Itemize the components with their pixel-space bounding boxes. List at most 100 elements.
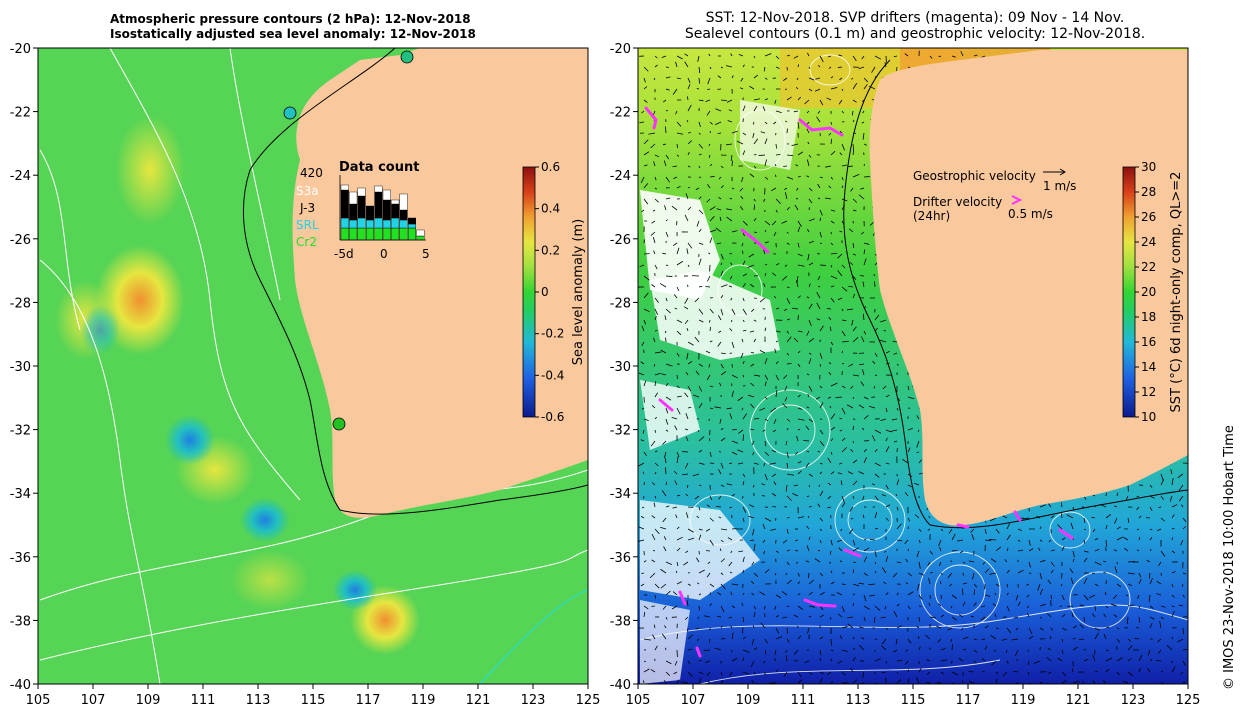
x-tick-label: 113 [846,693,871,708]
y-tick-label: -34 [10,487,31,502]
inset-bar-segment [382,189,391,201]
colorbar-tick-label: 18 [1141,310,1156,324]
tide-gauge-marker [400,50,414,64]
left-axis-ticks: 105 107 109 111 113 115 117 119 121 123 125 -20 -22 -… [10,42,601,708]
sla-low-anomaly [240,498,290,542]
cloud-mask [650,270,780,360]
y-tick-label: -26 [10,233,31,248]
legend-cr2: Cr2 [296,235,317,249]
y-tick-label: -40 [610,678,631,693]
x-tick-label: 111 [191,693,216,708]
colorbar-tick-label: 20 [1141,285,1156,299]
shelf-contour [243,48,588,515]
x-tick-label: 123 [1121,693,1146,708]
inset-bar-segment [382,199,391,221]
shelf-contour [843,59,1188,529]
imos-credit: © IMOS 23-Nov-2018 10:00 Hobart Time [1222,425,1237,690]
inset-bar-segment [391,217,400,229]
inset-bar-segment [349,219,358,229]
inset-max-count: 420 [300,166,323,180]
x-tick-label: 119 [1011,693,1036,708]
sla-low-anomaly [333,570,377,610]
colorbar-tick-label: 24 [1141,235,1156,249]
right-colorbar-label: SST (°C) 6d night-only comp, QL>=2 [1169,172,1184,413]
colorbar-tick-label: -0.2 [541,327,564,341]
y-tick-label: -22 [610,106,631,121]
colorbar-tick-label: 0.6 [541,160,560,174]
inset-bar-segment [374,185,383,193]
colorbar-tick-label: 22 [1141,260,1156,274]
x-tick-label: 125 [576,693,601,708]
inset-bar-segment [416,229,425,237]
inset-bar-segment [349,227,358,241]
x-tick-label: 105 [626,693,651,708]
right-panel-title: SST: 12-Nov-2018. SVP drifters (magenta)… [680,10,1150,42]
y-tick-label: -20 [610,42,631,57]
inset-bar-segment [374,227,383,241]
right-colorbar: 30 28 26 24 22 20 18 16 14 12 10 SST (°C) 6d night… [1122,160,1184,424]
inset-bar-segment [349,203,358,221]
y-tick-label: -38 [610,614,631,629]
inset-bar-segment [340,189,349,219]
x-tick-label: 121 [466,693,491,708]
right-axis-ticks: 105 107 109 111 113 115 117 119 121 123 125 -20 -22 -… [610,42,1201,708]
colorbar-tick-label: 26 [1141,210,1156,224]
inset-bar-segment [391,203,400,219]
legend-srl: SRL [296,218,319,232]
y-tick-label: -38 [10,614,31,629]
inset-bar-segment [399,193,408,211]
left-colorbar: 0.6 0.4 0.2 0 -0.2 -0.4 -0.6 Sea level anomaly… [522,160,586,424]
y-tick-label: -24 [610,169,631,184]
inset-bar-segment [399,227,408,241]
legend-geostrophic-scale: 1 m/s [1043,179,1076,193]
legend-s3a: S3a [296,184,319,198]
left-map [38,48,588,684]
y-tick-label: -30 [10,360,31,375]
drifter-arrow-icon [1011,195,1023,205]
x-tick-label: 121 [1066,693,1091,708]
inset-bar-segment [340,227,349,241]
inset-bar-segment [399,219,408,229]
inset-bar-segment [357,195,366,219]
legend-drifter-label2: (24hr) [913,209,950,223]
legend-drifter-scale: 0.5 m/s [1008,207,1053,221]
colorbar-tick-label: 10 [1141,410,1156,424]
y-tick-label: -28 [610,296,631,311]
x-tick-label: 107 [681,693,706,708]
y-tick-label: -40 [10,678,31,693]
inset-bar-segment [399,209,408,221]
colorbar-tick-label: 28 [1141,185,1156,199]
y-tick-label: -32 [10,424,31,439]
inset-bar-segment [357,187,366,197]
left-title-line2: Isostatically adjusted sea level anomaly… [110,27,476,41]
inset-bar-segment [340,184,349,191]
tide-gauge-marker [283,106,297,120]
right-map [638,48,1188,684]
inset-bar-segment [382,219,391,229]
y-tick-label: -30 [610,360,631,375]
right-title-line1: SST: 12-Nov-2018. SVP drifters (magenta)… [705,10,1125,26]
x-tick-label: 125 [1176,693,1201,708]
inset-bar-segment [391,199,400,205]
right-title-line2: Sealevel contours (0.1 m) and geostrophi… [684,26,1146,42]
y-tick-label: -36 [610,551,631,566]
y-tick-label: -20 [10,42,31,57]
legend-j3: J-3 [299,201,315,215]
colorbar-tick-label: 0.2 [541,243,560,257]
colorbar-tick-label: -0.4 [541,368,564,382]
inset-bar-segment [340,217,349,229]
colorbar-tick-label: -0.6 [541,410,564,424]
sla-low-anomaly [80,305,120,355]
sla-anomaly [230,550,310,610]
inset-xtick-0: 0 [380,247,388,261]
inset-bar-segment [349,191,358,205]
cloud-mask [640,500,760,600]
inset-bar-segment [408,217,417,225]
inset-bar-segment [366,205,375,221]
x-tick-label: 107 [81,693,106,708]
y-tick-label: -32 [610,424,631,439]
x-tick-label: 115 [301,693,326,708]
cloud-mask [740,100,800,170]
inset-xtick-5: 5 [422,247,430,261]
